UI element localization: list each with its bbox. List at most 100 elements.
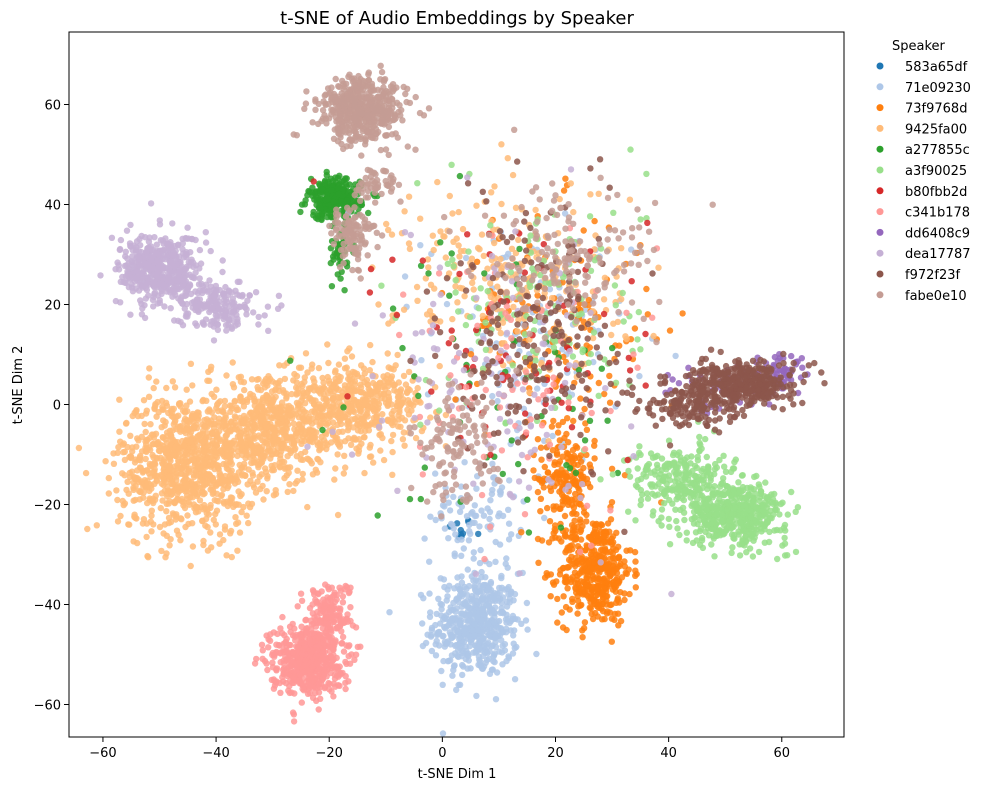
data-point [716,483,724,490]
data-point [146,365,153,372]
data-point [200,491,207,498]
data-point [419,620,426,627]
data-point [427,609,434,616]
data-point [268,467,276,474]
data-point [696,433,703,441]
data-point [496,589,503,597]
data-point [707,477,714,484]
data-point [696,527,704,535]
data-point [120,501,127,509]
data-point [650,332,657,340]
data-point [572,584,579,591]
data-point [342,175,349,182]
data-point [515,460,522,468]
data-point [583,574,590,581]
data-point [572,469,580,476]
data-point [458,573,465,580]
data-point [579,634,586,641]
data-point [458,552,465,559]
data-point [400,306,408,313]
data-point [611,282,619,289]
data-point [237,378,245,385]
data-point [491,650,499,657]
data-point [384,417,392,424]
data-point [462,254,470,262]
data-point [189,444,197,451]
data-point [201,417,208,424]
data-point [477,658,484,665]
data-point [435,595,442,602]
data-point [631,325,639,332]
data-point [269,378,276,385]
data-point [464,566,471,573]
data-point [674,525,681,532]
data-point [197,465,204,472]
data-point [499,661,506,668]
data-point [608,465,616,472]
data-point [252,489,260,496]
data-point [287,357,294,364]
data-point [242,448,249,455]
data-point [487,497,494,504]
data-point [634,336,641,343]
data-point [594,603,601,610]
data-point [694,457,702,464]
data-point [730,498,738,505]
data-point [614,596,621,604]
data-point [595,379,602,387]
data-point [390,382,398,389]
data-point [532,206,539,214]
data-point [351,436,358,443]
data-point [134,539,141,547]
data-point [195,449,202,457]
data-point [565,439,572,446]
data-point [439,681,446,688]
data-point [389,431,397,439]
data-point [243,512,250,519]
data-point [199,438,207,445]
data-point [114,518,122,525]
data-point [484,621,492,628]
data-point [142,455,149,463]
data-point [180,442,188,449]
data-point [458,536,465,543]
data-point [233,520,240,527]
data-point [449,210,456,217]
data-point [486,515,493,523]
data-point [565,556,573,564]
data-point [466,313,474,321]
data-point [448,327,455,334]
data-point [506,477,513,484]
data-point [739,472,746,479]
data-point [429,232,436,239]
data-point [465,657,472,664]
data-point [197,471,204,478]
data-point [114,496,121,504]
data-point [661,488,668,495]
data-point [598,616,606,623]
data-point [674,451,681,459]
data-point [773,526,781,534]
data-point [584,480,592,487]
data-point [637,346,644,353]
data-point [451,550,458,557]
data-point [204,523,211,531]
data-point [709,494,716,501]
data-point [654,452,661,459]
data-point [269,414,276,422]
data-point [426,558,433,565]
data-point [293,379,300,386]
data-point [709,503,716,511]
data-point [154,398,161,406]
data-point [456,270,463,278]
data-point [747,513,754,520]
data-point [341,452,348,459]
data-point [681,516,688,524]
data-point [208,454,215,461]
data-point [561,210,569,217]
data-point [761,526,768,533]
data-point [366,289,374,296]
data-point [674,493,682,501]
data-point [612,302,619,309]
data-point [220,536,227,544]
